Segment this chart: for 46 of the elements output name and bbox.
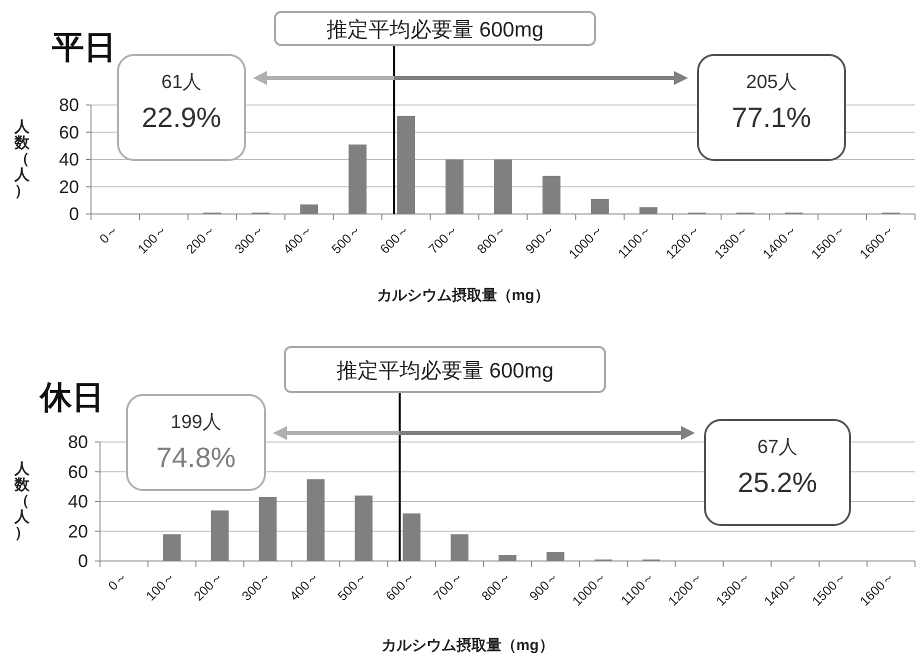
text: 205人 [746,72,797,93]
x-tick-label: 800～ [478,568,514,604]
y-tick-label: 0 [78,551,88,571]
y-axis-title: 人数（人） [14,118,30,200]
y-tick-label: 0 [68,204,79,224]
x-tick-label: 0～ [105,568,130,594]
x-tick-label: 200～ [183,222,218,257]
x-tick-label: 100～ [134,222,170,257]
ref-line-label: 推定平均必要量 600mg [336,360,554,382]
annotation: 67人 [757,437,798,458]
x-tick-label: 700～ [430,568,466,604]
y-tick-label: 60 [68,462,88,482]
y-tick-label: 40 [68,492,88,512]
annotation: 77.1% [732,102,812,133]
ref-line-label: 推定平均必要量 600mg [326,18,544,42]
x-tick-label: 100～ [142,568,178,604]
x-tick-label: 0～ [96,222,122,246]
x-tick-label: 600～ [377,222,412,257]
y-tick-label: 80 [58,95,79,115]
annotation: 25.2% [738,467,818,498]
annotation: 74.8% [156,442,236,473]
text: 61人 [161,72,202,93]
x-tick-label: 500～ [334,568,370,604]
text: 199人 [170,412,222,433]
y-tick-label: 60 [58,122,79,142]
x-tick-label: 800～ [474,222,510,257]
x-tick-label: 500～ [328,222,364,257]
y-tick-label: 20 [68,521,88,542]
x-tick-label: 600～ [382,568,418,604]
y-tick-label: 40 [58,150,79,170]
x-axis-title: カルシウム摂取量（mg） [376,287,550,304]
x-tick-label: 900～ [526,568,562,604]
x-tick-label: 200～ [190,568,226,604]
x-axis-title: カルシウム摂取量（mg） [381,637,554,654]
y-axis-title: 人数（人） [14,460,30,542]
chart-title: 休日 [39,379,104,415]
x-tick-label: 400～ [280,222,316,257]
x-tick-label: 900～ [522,222,558,257]
y-tick-label: 80 [68,432,88,452]
x-tick-label: 400～ [286,568,322,604]
x-tick-label: 300～ [232,222,267,257]
x-tick-label: 300～ [238,568,274,604]
y-tick-label: 20 [58,176,79,197]
chart-title: 平日 [51,29,116,65]
annotation: 22.9% [142,102,222,133]
x-tick-label: 700～ [426,222,461,257]
